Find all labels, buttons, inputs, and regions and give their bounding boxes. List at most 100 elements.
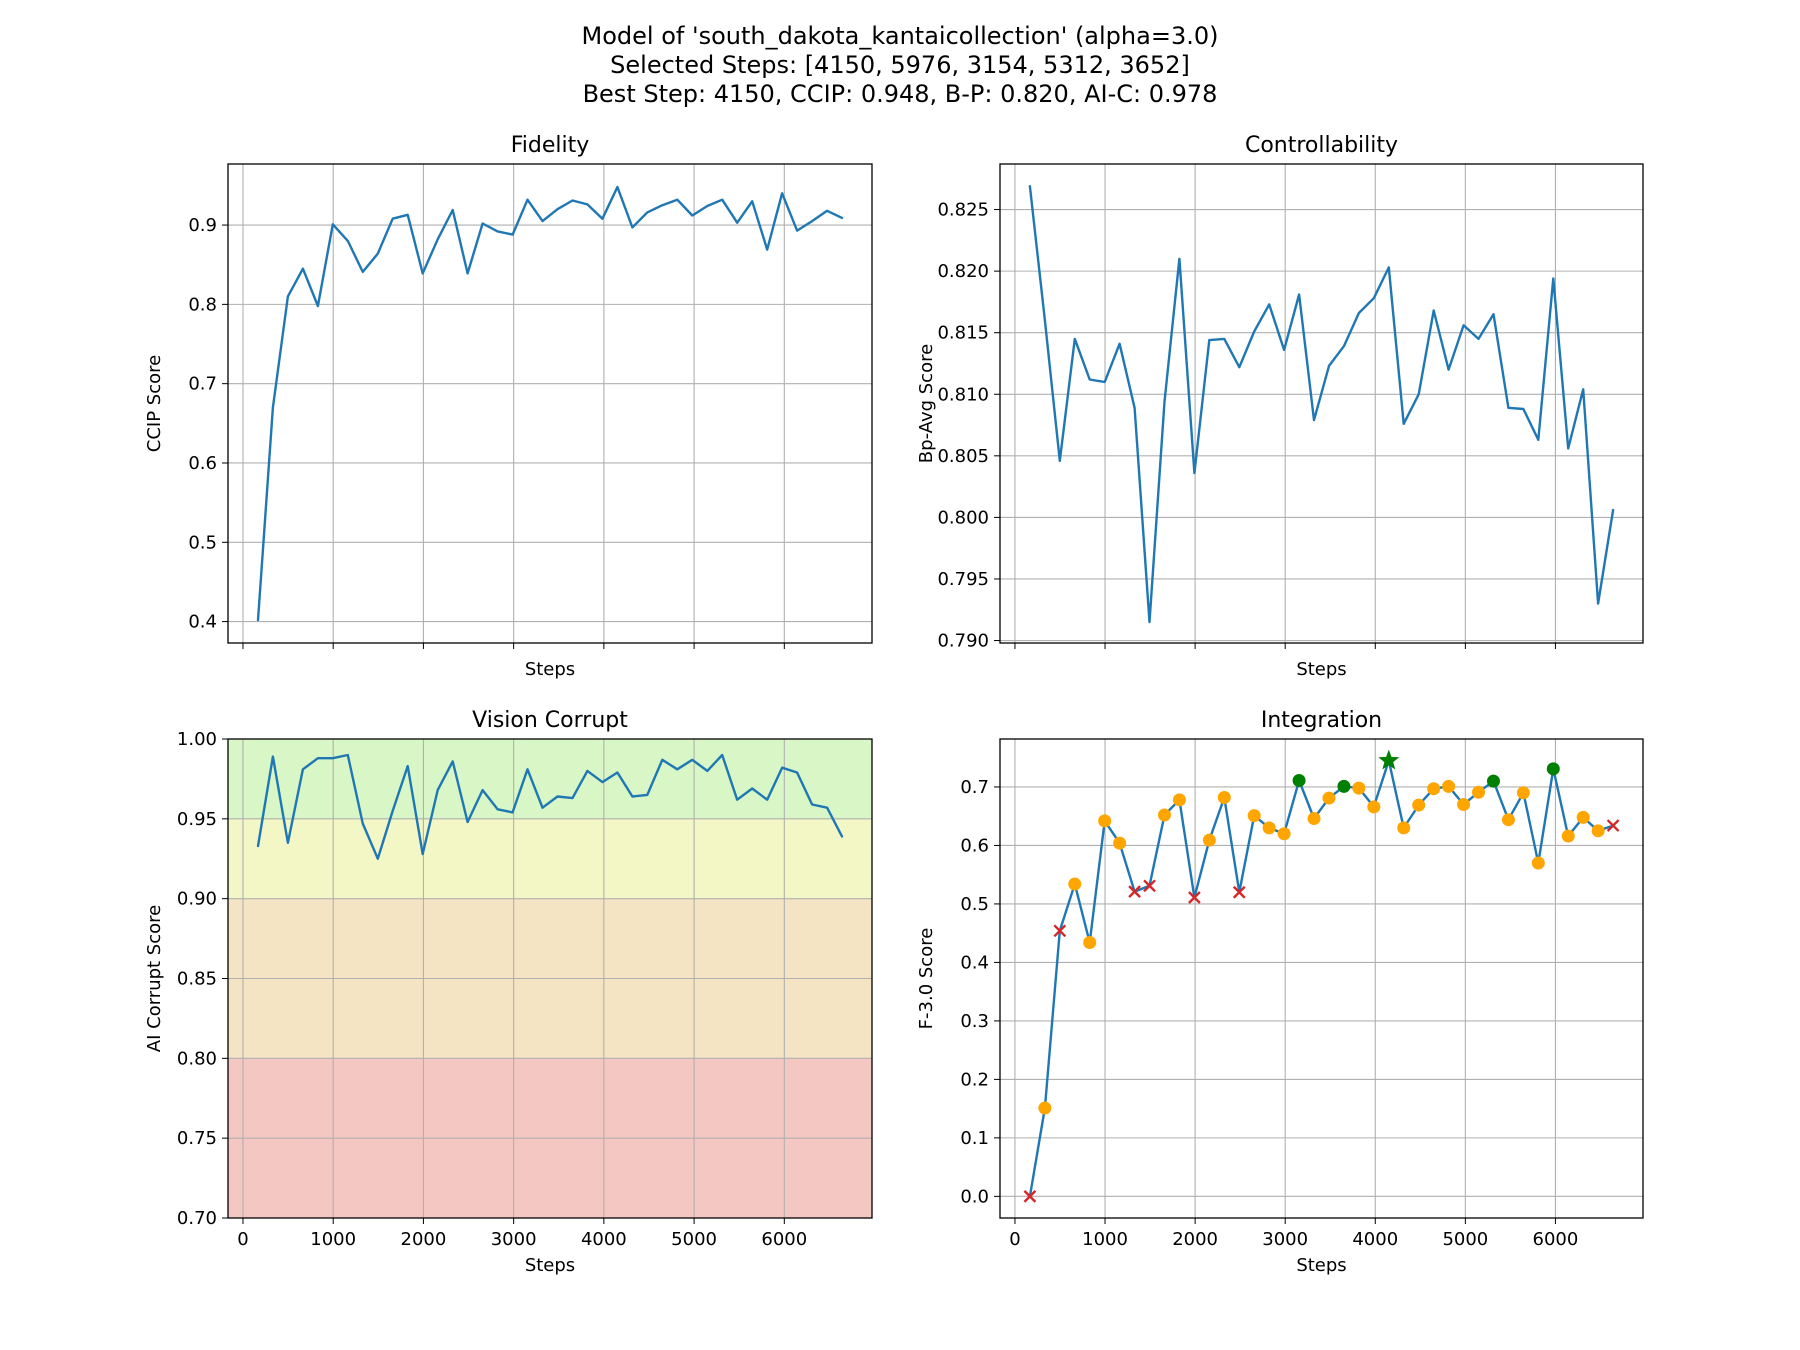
integration-point-bad-8 (1143, 879, 1156, 893)
integration-point-ok-25 (1397, 821, 1411, 835)
vision-corrupt-chart: 0 1000 2000 3000 4000 5000 6000 0.70 0.75 0.80 0.8… (144, 708, 873, 1276)
integration-point-ok-4 (1083, 936, 1097, 950)
integration-point-ok-10 (1172, 793, 1186, 807)
integration-point-ok-20 (1322, 791, 1336, 805)
integration-point-ok-23 (1367, 800, 1381, 814)
integration-xtick-label-0: 0 (1009, 1229, 1020, 1250)
fidelity-title: Fidelity (511, 133, 590, 158)
fidelity-ytick-label-0: 0.4 (188, 612, 217, 633)
vision-corrupt-ytick-label-4: 0.90 (177, 889, 217, 910)
integration-ytick-label-7: 0.7 (960, 777, 989, 798)
integration-ytick-label-2: 0.2 (960, 1069, 989, 1090)
integration-point-ok-19 (1307, 812, 1321, 826)
integration-point-ok-3 (1068, 877, 1082, 891)
integration-point-ok-26 (1412, 798, 1426, 812)
controllability-xlabel: Steps (1296, 659, 1346, 680)
integration-title: Integration (1261, 708, 1382, 733)
integration-point-ok-16 (1262, 821, 1276, 835)
figure-title-line-1: Model of 'south_dakota_kantaicollection'… (581, 22, 1219, 50)
integration-point-ok-29 (1457, 798, 1471, 812)
fidelity-ytick-label-1: 0.5 (188, 532, 217, 553)
integration-ytick-label-1: 0.1 (960, 1128, 989, 1149)
integration-point-selected-31 (1486, 774, 1500, 788)
integration-point-ok-38 (1591, 824, 1605, 838)
vision-corrupt-zone-1 (228, 818, 872, 899)
fidelity-ytick-label-5: 0.9 (188, 215, 217, 236)
vision-corrupt-xtick-label-5: 5000 (671, 1229, 717, 1250)
integration-point-best-24 (1378, 749, 1400, 770)
integration-point-selected-21 (1337, 779, 1351, 793)
controllability-ytick-label-4: 0.810 (937, 384, 989, 405)
controllability-chart: 0.790 0.795 0.800 0.805 0.810 0.815 0.820 0.825… (916, 133, 1644, 680)
integration-xtick-label-4: 4000 (1352, 1229, 1398, 1250)
fidelity-xlabel: Steps (525, 659, 575, 680)
fidelity-ytick-label-2: 0.6 (188, 453, 217, 474)
controllability-ytick-label-5: 0.815 (937, 323, 989, 344)
integration-xlabel: Steps (1296, 1255, 1346, 1276)
integration-ytick-label-4: 0.4 (960, 952, 989, 973)
controllability-ytick-label-7: 0.825 (937, 200, 989, 221)
integration-ytick-label-3: 0.3 (960, 1011, 989, 1032)
controllability-title: Controllability (1245, 133, 1398, 158)
vision-corrupt-xtick-label-2: 2000 (401, 1229, 447, 1250)
fidelity-ytick-label-4: 0.8 (188, 294, 217, 315)
integration-point-ok-5 (1098, 814, 1112, 828)
vision-corrupt-ytick-label-0: 0.70 (177, 1208, 217, 1229)
fidelity-ylabel: CCIP Score (144, 355, 165, 452)
vision-corrupt-ytick-label-5: 0.95 (177, 809, 217, 830)
integration-xtick-label-3: 3000 (1262, 1229, 1308, 1250)
vision-corrupt-xlabel: Steps (525, 1255, 575, 1276)
vision-corrupt-xtick-label-1: 1000 (310, 1229, 356, 1250)
integration-point-ok-27 (1427, 782, 1441, 796)
integration-point-ok-15 (1247, 809, 1261, 823)
integration-ylabel: F-3.0 Score (916, 928, 937, 1030)
integration-xtick-label-2: 2000 (1172, 1229, 1218, 1250)
controllability-series-line (1028, 184, 1615, 624)
integration-point-bad-39 (1606, 819, 1620, 832)
integration-point-ok-12 (1202, 833, 1216, 847)
integration-point-bad-14 (1232, 885, 1246, 899)
controllability-ytick-label-1: 0.795 (937, 569, 989, 590)
vision-corrupt-ytick-label-3: 0.85 (177, 969, 217, 990)
controllability-ytick-label-6: 0.820 (937, 261, 989, 282)
integration-point-bad-0 (1023, 1190, 1037, 1203)
integration-point-ok-28 (1442, 779, 1456, 793)
controllability-ylabel: Bp-Avg Score (916, 344, 937, 463)
integration-ytick-label-6: 0.6 (960, 835, 989, 856)
fidelity-series-line (256, 185, 844, 622)
integration-point-ok-37 (1576, 810, 1590, 824)
fidelity-chart: 0.4 0.5 0.6 0.7 0.8 0.9 Fidelity Steps CCIP Scor… (144, 133, 873, 680)
vision-corrupt-title: Vision Corrupt (472, 708, 628, 733)
integration-series-line (1028, 759, 1615, 1198)
integration-ytick-label-0: 0.0 (960, 1186, 989, 1207)
integration-point-ok-36 (1561, 829, 1575, 843)
integration-point-ok-32 (1501, 813, 1515, 827)
integration-point-ok-17 (1277, 827, 1291, 841)
integration-point-ok-1 (1038, 1101, 1052, 1115)
integration-point-bad-2 (1053, 924, 1067, 938)
vision-corrupt-zone-0 (228, 739, 872, 819)
vision-corrupt-ytick-label-1: 0.75 (177, 1128, 217, 1149)
integration-point-ok-6 (1113, 836, 1127, 850)
integration-point-ok-34 (1531, 856, 1545, 870)
integration-xtick-label-6: 6000 (1533, 1229, 1579, 1250)
integration-point-selected-18 (1292, 774, 1306, 788)
integration-point-bad-11 (1188, 891, 1201, 904)
vision-corrupt-xtick-label-6: 6000 (761, 1229, 807, 1250)
controllability-ytick-label-0: 0.790 (937, 631, 989, 652)
vision-corrupt-ytick-label-2: 0.80 (177, 1048, 217, 1069)
vision-corrupt-xtick-label-3: 3000 (491, 1229, 537, 1250)
figure-title-line-2: Selected Steps: [4150, 5976, 3154, 5312,… (610, 51, 1190, 79)
fidelity-ytick-label-3: 0.7 (188, 374, 217, 395)
integration-point-ok-33 (1516, 786, 1530, 800)
integration-point-ok-13 (1217, 790, 1231, 804)
controllability-ytick-label-2: 0.800 (937, 507, 989, 528)
integration-point-ok-30 (1472, 785, 1486, 799)
controllability-axes-frame (999, 163, 1644, 644)
integration-point-selected-35 (1546, 762, 1560, 776)
integration-ytick-label-5: 0.5 (960, 894, 989, 915)
integration-xtick-label-5: 5000 (1442, 1229, 1488, 1250)
figure-title-line-3: Best Step: 4150, CCIP: 0.948, B-P: 0.820… (582, 80, 1218, 108)
vision-corrupt-xtick-label-4: 4000 (581, 1229, 627, 1250)
